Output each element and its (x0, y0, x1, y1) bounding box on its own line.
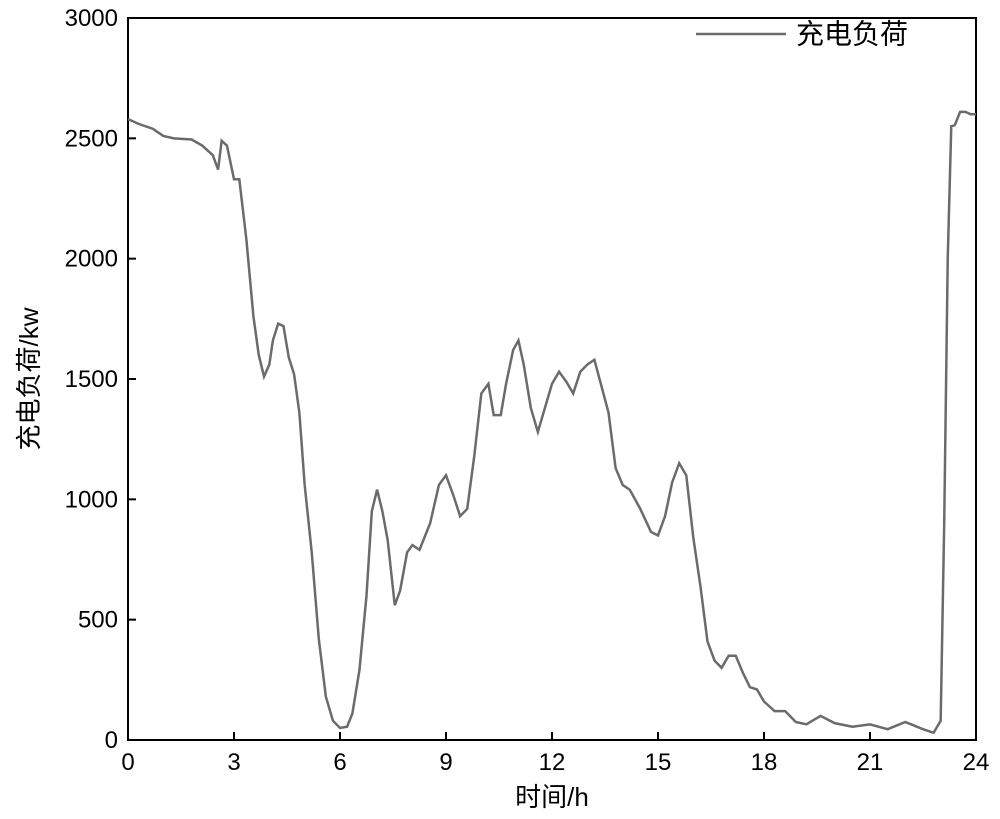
line-series-charging-load (128, 112, 976, 733)
y-tick-label: 0 (105, 727, 118, 754)
x-tick-label: 6 (333, 749, 346, 776)
x-tick-label: 3 (227, 749, 240, 776)
y-axis-title: 充电负荷/kw (14, 307, 44, 450)
x-tick-label: 15 (645, 749, 672, 776)
x-tick-label: 0 (121, 749, 134, 776)
x-tick-label: 9 (439, 749, 452, 776)
x-tick-label: 21 (857, 749, 884, 776)
x-tick-label: 18 (751, 749, 778, 776)
chart-canvas: 03691215182124 050010001500200025003000 … (0, 0, 1000, 819)
x-tick-label: 12 (539, 749, 566, 776)
y-tick-label: 2000 (65, 246, 118, 273)
legend-label: 充电负荷 (796, 18, 908, 49)
x-tick-label: 24 (963, 749, 990, 776)
y-tick-label: 500 (78, 607, 118, 634)
plot-border (128, 18, 976, 740)
legend: 充电负荷 (696, 18, 908, 49)
x-axis-title: 时间/h (515, 782, 589, 812)
y-tick-label: 3000 (65, 5, 118, 32)
x-ticks: 0 3 6 9 12 15 18 21 24 (121, 732, 989, 776)
y-tick-label: 2500 (65, 125, 118, 152)
y-tick-label: 1000 (65, 486, 118, 513)
y-ticks: 0 500 1000 1500 2000 2500 3000 (65, 5, 136, 754)
y-tick-label: 1500 (65, 366, 118, 393)
